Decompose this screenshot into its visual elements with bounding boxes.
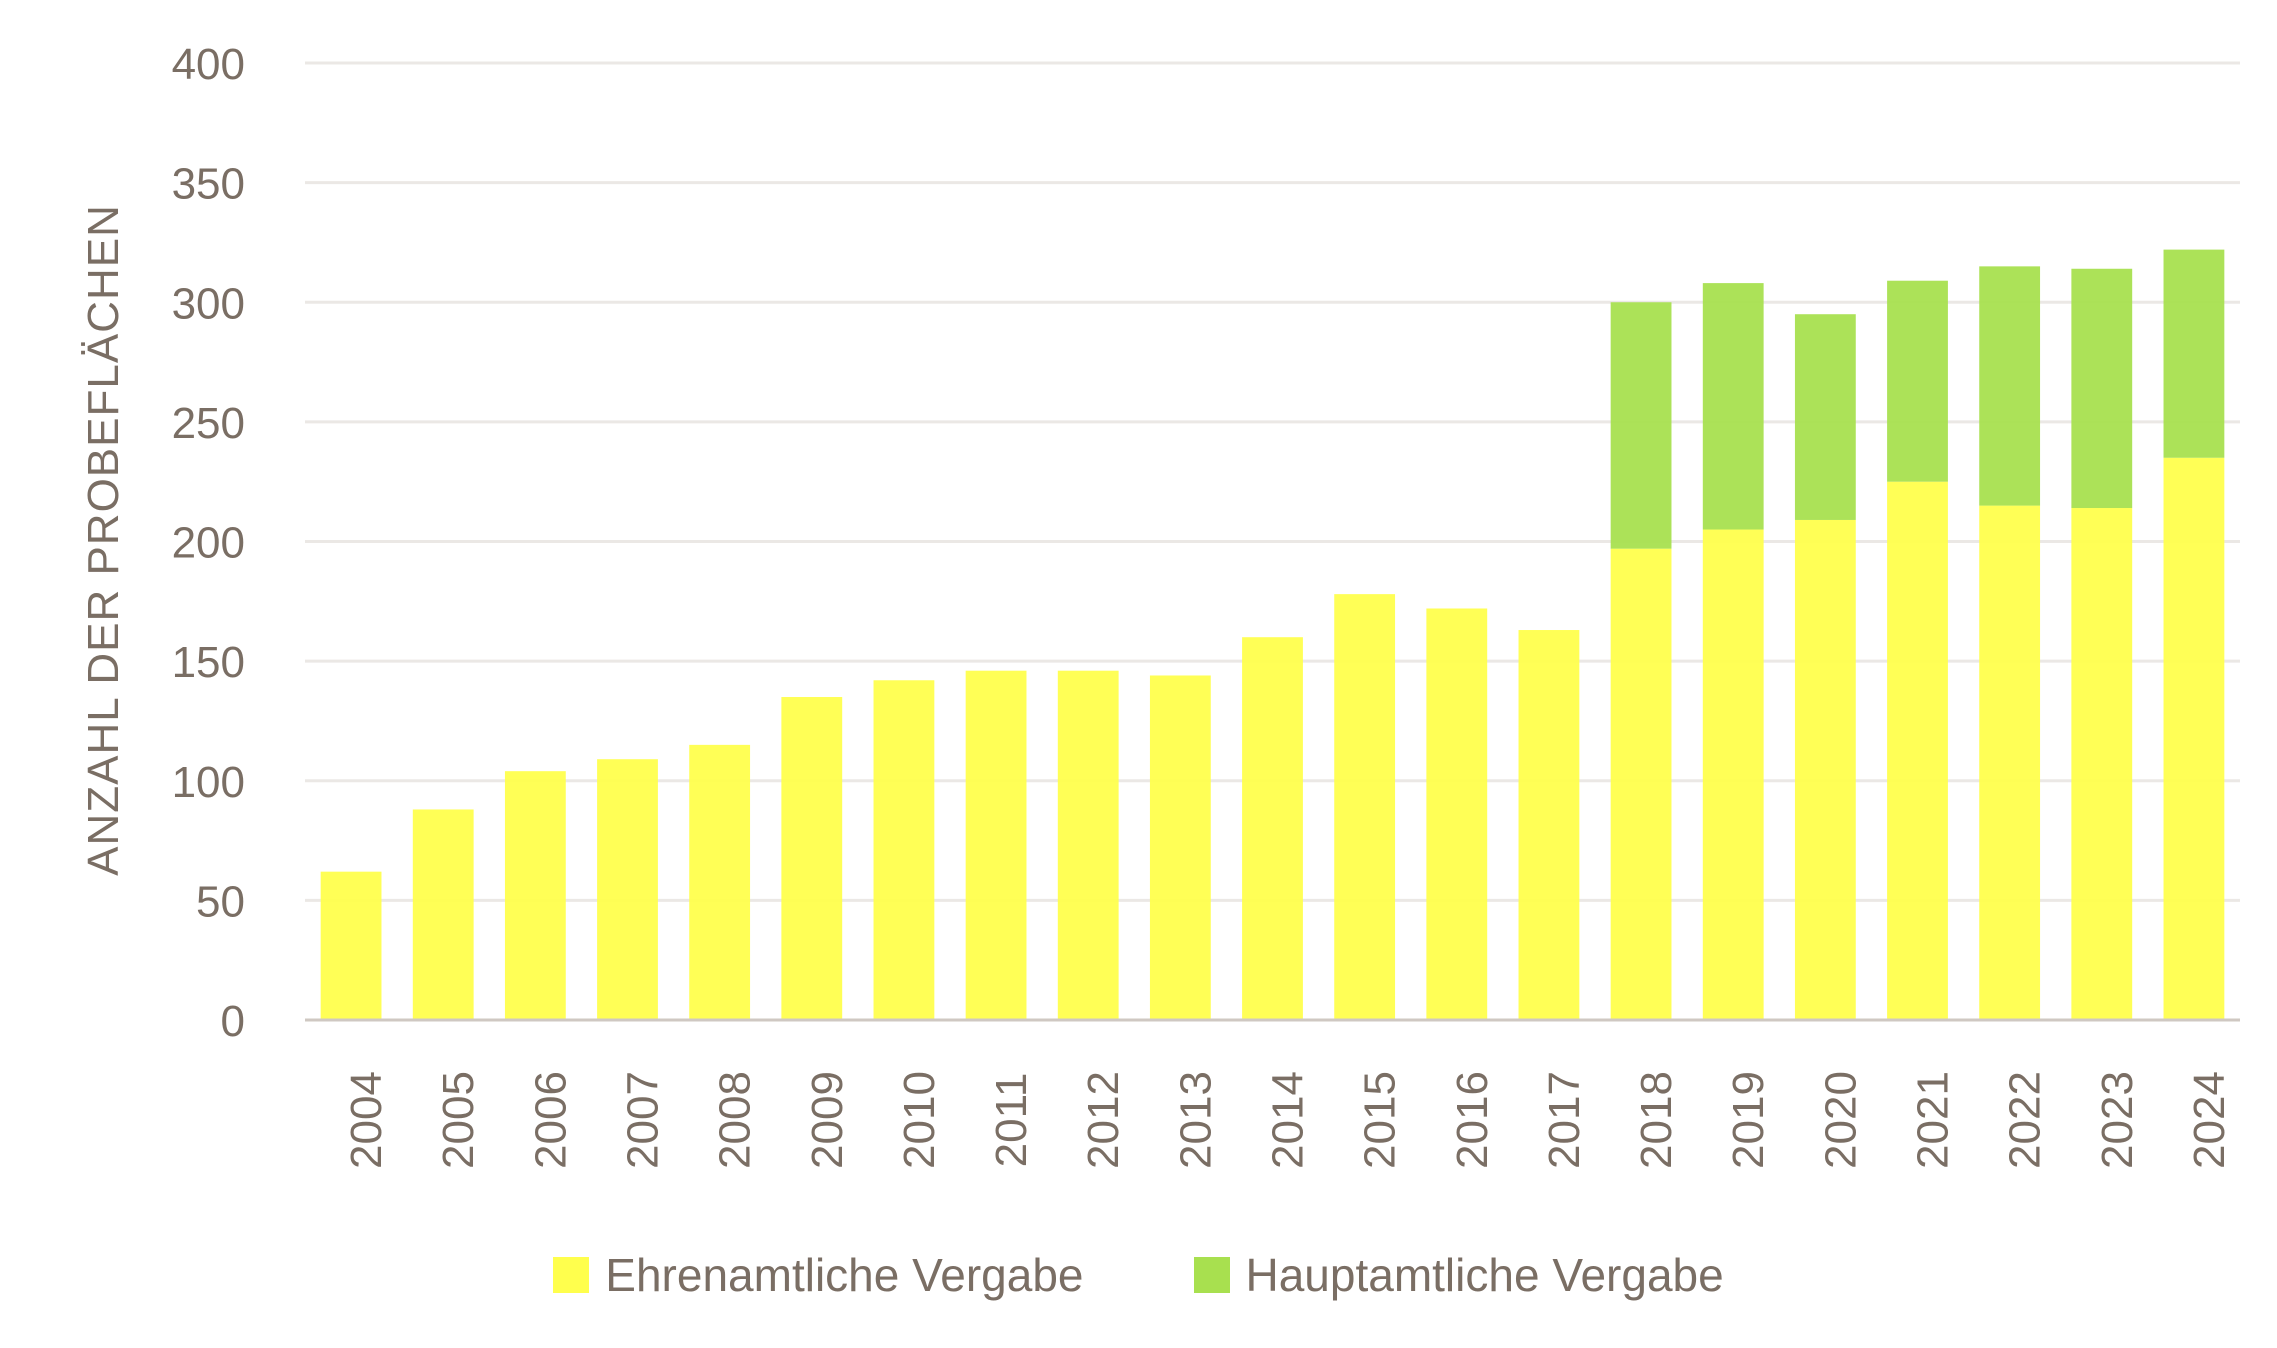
legend-swatch-ehrenamtlich bbox=[553, 1257, 590, 1293]
bar-ehrenamtlich-2022 bbox=[1979, 505, 2041, 1020]
x-tick-label: 2017 bbox=[1540, 1071, 1589, 1169]
x-axis-ticks: 2004 2005 2006 2007 2008 2009 2010 2011 2012 2013… bbox=[342, 1071, 2234, 1169]
bar-ehrenamtlich-2015 bbox=[1334, 594, 1396, 1020]
x-tick-label: 2010 bbox=[895, 1071, 944, 1169]
bar-ehrenamtlich-2004 bbox=[320, 871, 382, 1020]
legend-item-hauptamtlich: Hauptamtliche Vergabe bbox=[1193, 1248, 1724, 1302]
x-tick-label: 2007 bbox=[619, 1071, 668, 1169]
bar-hauptamtlich-2022 bbox=[1979, 266, 2041, 506]
bar-hauptamtlich-2024 bbox=[2163, 249, 2225, 458]
bar-ehrenamtlich-2014 bbox=[1242, 637, 1303, 1020]
bar-hauptamtlich-2021 bbox=[1887, 280, 1948, 482]
bar-ehrenamtlich-2011 bbox=[965, 670, 1027, 1020]
x-tick-label: 2023 bbox=[2093, 1071, 2142, 1169]
bars bbox=[320, 249, 2225, 1020]
x-tick-label: 2011 bbox=[987, 1073, 1036, 1168]
x-tick-label: 2009 bbox=[803, 1071, 852, 1169]
legend-swatch-hauptamtlich bbox=[1193, 1257, 1230, 1293]
y-tick-label: 250 bbox=[172, 399, 245, 448]
x-tick-label: 2014 bbox=[1264, 1071, 1313, 1169]
bar-ehrenamtlich-2024 bbox=[2163, 457, 2225, 1020]
bar-ehrenamtlich-2020 bbox=[1794, 519, 1856, 1020]
bar-ehrenamtlich-2010 bbox=[873, 680, 935, 1020]
x-tick-label: 2004 bbox=[342, 1071, 391, 1169]
x-tick-label: 2005 bbox=[434, 1071, 483, 1169]
bar-ehrenamtlich-2013 bbox=[1149, 675, 1211, 1020]
legend-item-ehrenamtlich: Ehrenamtliche Vergabe bbox=[553, 1248, 1084, 1302]
bar-ehrenamtlich-2017 bbox=[1518, 630, 1580, 1020]
x-tick-label: 2015 bbox=[1356, 1071, 1405, 1169]
y-tick-label: 200 bbox=[172, 519, 245, 568]
x-tick-label: 2020 bbox=[1816, 1071, 1865, 1169]
x-tick-label: 2022 bbox=[2001, 1071, 2050, 1169]
bar-hauptamtlich-2018 bbox=[1610, 302, 1672, 549]
bar-hauptamtlich-2019 bbox=[1702, 283, 1764, 530]
bar-hauptamtlich-2023 bbox=[2071, 268, 2133, 509]
x-tick-label: 2018 bbox=[1632, 1071, 1681, 1169]
bar-ehrenamtlich-2021 bbox=[1887, 481, 1948, 1020]
bar-ehrenamtlich-2018 bbox=[1610, 548, 1672, 1020]
y-tick-label: 100 bbox=[172, 758, 245, 807]
y-tick-label: 150 bbox=[172, 638, 245, 687]
bar-ehrenamtlich-2009 bbox=[781, 697, 843, 1020]
bar-ehrenamtlich-2006 bbox=[504, 771, 566, 1020]
bar-ehrenamtlich-2008 bbox=[689, 744, 751, 1020]
bar-ehrenamtlich-2007 bbox=[597, 759, 658, 1020]
legend-label-hauptamtlich: Hauptamtliche Vergabe bbox=[1245, 1249, 1724, 1301]
x-tick-label: 2013 bbox=[1171, 1071, 1220, 1169]
x-tick-label: 2012 bbox=[1079, 1071, 1128, 1169]
bar-ehrenamtlich-2016 bbox=[1426, 608, 1488, 1020]
y-tick-label: 400 bbox=[172, 40, 245, 89]
legend-label-ehrenamtlich: Ehrenamtliche Vergabe bbox=[605, 1249, 1084, 1301]
y-tick-label: 50 bbox=[196, 877, 245, 926]
x-tick-label: 2024 bbox=[2185, 1071, 2234, 1169]
x-tick-label: 2006 bbox=[526, 1071, 575, 1169]
x-tick-label: 2016 bbox=[1448, 1071, 1497, 1169]
bar-ehrenamtlich-2019 bbox=[1702, 529, 1764, 1020]
bar-hauptamtlich-2020 bbox=[1794, 314, 1856, 520]
y-tick-label: 0 bbox=[221, 997, 245, 1046]
x-tick-label: 2021 bbox=[1909, 1071, 1958, 1169]
legend: Ehrenamtliche Vergabe Hauptamtliche Verg… bbox=[0, 1248, 2277, 1302]
x-tick-label: 2008 bbox=[711, 1071, 760, 1169]
y-axis-ticks: 0 50 100 150 200 250 300 350 400 bbox=[172, 40, 245, 1046]
bar-ehrenamtlich-2012 bbox=[1057, 670, 1119, 1020]
bar-ehrenamtlich-2023 bbox=[2071, 508, 2133, 1020]
y-axis-label: ANZAHL DER PROBEFLÄCHEN bbox=[79, 204, 128, 876]
y-tick-label: 300 bbox=[172, 279, 245, 328]
bar-ehrenamtlich-2005 bbox=[412, 809, 474, 1020]
x-tick-label: 2019 bbox=[1724, 1071, 1773, 1169]
y-tick-label: 350 bbox=[172, 160, 245, 209]
